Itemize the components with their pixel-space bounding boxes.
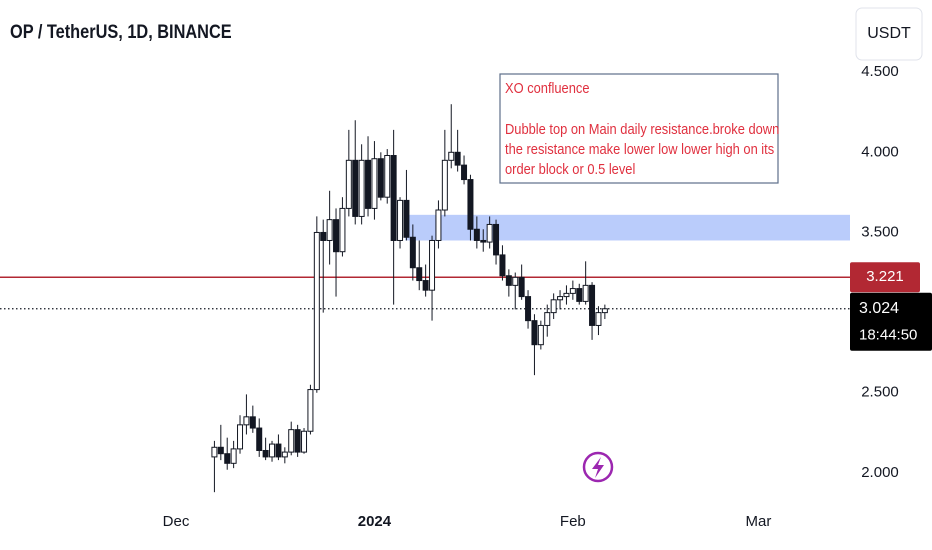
y-tick-label: 2.500 <box>861 384 899 401</box>
candle-body <box>518 276 525 298</box>
candle-body <box>557 296 564 301</box>
line-price-tag <box>850 262 920 293</box>
candle-body <box>397 199 404 241</box>
candle-body <box>595 312 602 326</box>
candle-body <box>576 288 583 302</box>
candle-body <box>493 223 500 256</box>
candle-body <box>531 320 538 346</box>
x-tick-label: Feb <box>560 513 586 530</box>
candle-body <box>409 236 416 269</box>
candle-body <box>243 416 250 426</box>
candle-body <box>249 416 256 429</box>
candle-body <box>537 324 544 346</box>
countdown-label: 18:44:50 <box>859 327 917 344</box>
candle-body <box>339 207 346 253</box>
candle-body <box>429 239 436 291</box>
candle-body <box>269 443 276 458</box>
candle-body <box>569 288 576 294</box>
candle-body <box>589 284 596 326</box>
candle-body <box>499 254 506 277</box>
candle-body <box>454 151 461 166</box>
candle-body <box>544 312 551 326</box>
annotation-line: the resistance make lower low lower high… <box>505 140 774 157</box>
candle-body <box>326 219 333 241</box>
annotation-line: order block or 0.5 level <box>505 160 635 177</box>
candle-body <box>390 155 397 241</box>
candle-body <box>505 275 512 286</box>
y-tick-label: 4.500 <box>861 63 899 80</box>
last-price-label: 3.024 <box>859 300 899 317</box>
x-tick-label: Mar <box>746 513 772 530</box>
x-tick-label: 2024 <box>358 513 392 530</box>
candle-body <box>441 159 448 211</box>
annotation-heading: XO confluence <box>505 79 590 96</box>
currency-label[interactable]: USDT <box>867 25 911 42</box>
plot-area: XO confluence Dubble top on Main daily re… <box>0 73 850 493</box>
candle-body <box>237 424 244 450</box>
candle-body <box>416 267 423 282</box>
candle-body <box>288 429 295 453</box>
candle-body <box>377 158 384 198</box>
candle-body <box>371 158 378 209</box>
line-price-label: 3.221 <box>866 268 904 285</box>
candle-body <box>473 228 480 241</box>
candle-body <box>582 284 589 302</box>
candle-body <box>486 223 493 243</box>
candle-body <box>224 453 231 464</box>
candle-body <box>262 449 269 458</box>
y-tick-label: 2.000 <box>861 464 899 481</box>
candle-body <box>313 231 320 391</box>
candle-body <box>480 239 487 243</box>
candle-body <box>384 155 391 198</box>
candle-body <box>352 159 359 217</box>
y-tick-label: 4.000 <box>861 143 899 160</box>
candle-body <box>512 276 519 286</box>
annotation-box <box>499 73 779 184</box>
candle-body <box>301 430 308 453</box>
candle-body <box>333 219 340 253</box>
candle-body <box>422 280 429 291</box>
x-tick-label: Dec <box>163 513 190 530</box>
candle-body <box>461 164 468 181</box>
alert-icon[interactable] <box>582 451 614 483</box>
currency-button[interactable] <box>855 7 923 61</box>
candle-body <box>294 429 301 453</box>
candle-body <box>275 443 282 458</box>
candle-body <box>217 446 224 455</box>
candle-body <box>550 299 557 314</box>
candle-body <box>601 308 608 314</box>
candle-body <box>307 389 314 432</box>
candle-body <box>525 296 532 322</box>
chart-title: OP / TetherUS, 1D, BINANCE <box>10 21 232 42</box>
y-tick-label: 3.500 <box>861 223 899 240</box>
candle-body <box>403 199 410 238</box>
candle-body <box>230 448 237 464</box>
candle-body <box>320 231 327 241</box>
candle-body <box>448 151 455 161</box>
candle-body <box>358 159 365 217</box>
candle-body <box>211 446 218 458</box>
candle-body <box>435 209 442 241</box>
annotation-text: XO confluence Dubble top on Main daily re… <box>505 79 779 177</box>
candle-body <box>256 427 263 451</box>
title-group: OP / TetherUS, 1D, BINANCE <box>10 21 232 42</box>
candle-body <box>467 179 474 230</box>
last-price-tag <box>850 292 932 351</box>
candle-body <box>563 292 570 298</box>
annotation-line: Dubble top on Main daily resistance.brok… <box>505 120 779 137</box>
candle-body <box>345 159 352 209</box>
candle-body <box>281 451 288 458</box>
price-axis: 2.000 2.500 3.500 4.000 4.500 3.221 3.024 18:44… <box>850 63 932 481</box>
candle-body <box>365 159 372 209</box>
